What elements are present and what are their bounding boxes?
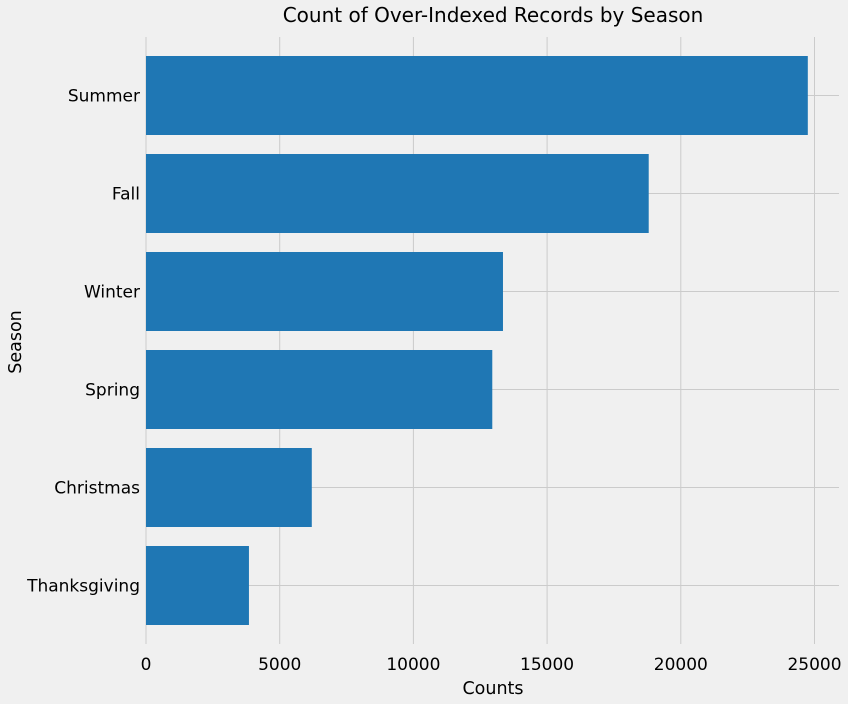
x-tick-label: 15000 (520, 655, 574, 675)
bar-christmas (146, 448, 312, 527)
y-tick-label: Fall (112, 185, 140, 205)
bar-thanksgiving (146, 546, 249, 625)
y-tick-label: Winter (84, 283, 140, 303)
x-axis-label: Counts (462, 679, 523, 699)
y-tick-layer: Summer Fall Winter Spring Christmas Thanksgiv… (26, 87, 140, 597)
bar-fall (146, 154, 649, 233)
bar-layer (146, 56, 808, 625)
bar-spring (146, 350, 493, 429)
y-tick-label: Summer (68, 87, 140, 107)
bar-winter (146, 252, 503, 331)
y-tick-label: Christmas (54, 479, 140, 499)
x-tick-layer: 0 5000 10000 15000 20000 25000 (141, 655, 842, 675)
x-tick-label: 20000 (654, 655, 708, 675)
x-tick-label: 5000 (258, 655, 301, 675)
y-tick-label: Spring (85, 381, 140, 401)
x-tick-label: 25000 (787, 655, 841, 675)
y-tick-label: Thanksgiving (26, 577, 140, 597)
y-axis-label: Season (6, 310, 26, 374)
x-tick-label: 0 (141, 655, 152, 675)
chart-title: Count of Over-Indexed Records by Season (283, 3, 704, 27)
x-tick-label: 10000 (386, 655, 440, 675)
bar-summer (146, 56, 808, 135)
